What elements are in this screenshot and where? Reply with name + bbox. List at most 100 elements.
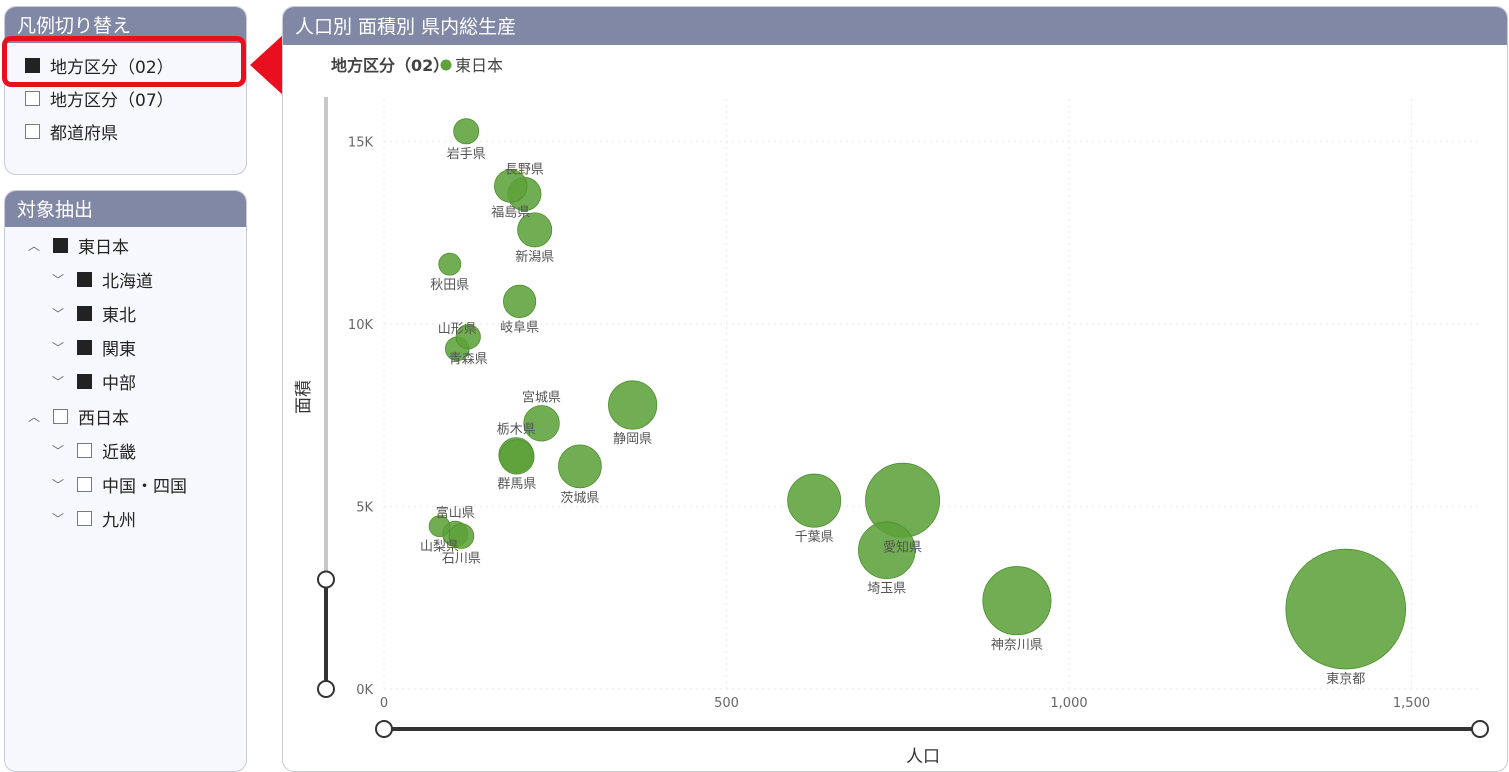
- filter-tree-item[interactable]: ﹀ 東北: [51, 301, 136, 326]
- checkbox-unchecked-icon[interactable]: [25, 123, 40, 139]
- bubble-point[interactable]: [503, 284, 537, 318]
- filter-tree-item[interactable]: ﹀ 関東: [51, 336, 136, 360]
- bubble-label: 群馬県: [497, 477, 536, 492]
- bubble-label: 山形県: [438, 322, 477, 337]
- filter-tree-label: 東日本: [78, 237, 129, 258]
- x-slider-handle-right[interactable]: [1471, 720, 1489, 738]
- bubble-point[interactable]: [428, 515, 451, 537]
- bubble-label: 静岡県: [613, 432, 652, 447]
- bubble-point[interactable]: [448, 523, 475, 549]
- checkbox-unchecked-icon[interactable]: [77, 476, 92, 492]
- scatter-chart: 地方区分（02） 東日本 0K 5K 10K 15K 0 500 1,000 1,500 人口 面積 岩…: [294, 56, 1489, 767]
- bubble-point[interactable]: [494, 169, 528, 203]
- bubble-point[interactable]: [858, 521, 916, 580]
- legend-option-label: 地方区分（02）: [50, 57, 174, 78]
- bubble-point[interactable]: [455, 324, 481, 350]
- y-tick-label: 10K: [348, 318, 374, 333]
- checkbox-unchecked-icon[interactable]: [77, 511, 92, 527]
- bubble-label: 岐阜県: [500, 320, 539, 336]
- filter-tree-item[interactable]: ︿ 西日本: [27, 404, 129, 429]
- bubble-point[interactable]: [523, 405, 560, 442]
- x-slider-handle-left[interactable]: [375, 720, 393, 738]
- filter-tree-label: 中部: [102, 374, 136, 395]
- chevron-down-icon[interactable]: ﹀: [51, 443, 64, 458]
- x-tick-label: 500: [714, 696, 739, 711]
- chart-panel: 人口別 面積別 県内総生産 地方区分（02） 東日本 0K 5K 10K 15K 0 500 1…: [282, 6, 1508, 772]
- y-axis-title: 面積: [294, 380, 314, 414]
- bubble-label: 石川県: [442, 552, 481, 567]
- x-tick-label: 1,000: [1050, 696, 1087, 711]
- checkbox-checked-icon[interactable]: [77, 374, 92, 390]
- chevron-down-icon[interactable]: ﹀: [51, 341, 64, 356]
- bubble-label: 岩手県: [447, 147, 486, 162]
- bubble-label: 栃木県: [497, 423, 536, 438]
- legend-option-label: 都道府県: [50, 123, 118, 144]
- bubble-label: 千葉県: [795, 530, 834, 545]
- highlight-box: [2, 36, 246, 87]
- filter-tree-label: 北海道: [102, 271, 153, 292]
- checkbox-unchecked-icon[interactable]: [53, 408, 68, 424]
- legend-switch-panel: 凡例切り替え 地方区分（02） 地方区分（07） 都道府県: [4, 6, 247, 175]
- legend-item: 東日本: [455, 56, 503, 75]
- bubble-point[interactable]: [1285, 548, 1407, 670]
- chevron-down-icon[interactable]: ﹀: [51, 512, 64, 527]
- bubble-label: 埼玉県: [867, 582, 906, 597]
- bubble-label: 茨城県: [560, 491, 599, 506]
- filter-tree-item[interactable]: ﹀ 中部: [51, 370, 136, 394]
- filter-tree-label: 近畿: [102, 442, 136, 463]
- bubble-label: 東京都: [1326, 671, 1365, 687]
- checkbox-checked-icon[interactable]: [77, 340, 92, 356]
- filter-tree-label: 中国・四国: [102, 476, 187, 497]
- x-axis-title: 人口: [906, 747, 940, 767]
- filter-tree-item[interactable]: ﹀ 九州: [51, 507, 136, 531]
- checkbox-checked-icon[interactable]: [25, 57, 40, 73]
- y-slider-handle-top[interactable]: [317, 570, 335, 589]
- chart-title: 人口別 面積別 県内総生産: [283, 7, 1507, 45]
- legend-title: 地方区分（02）: [331, 56, 449, 75]
- bubble-label: 富山県: [436, 505, 475, 521]
- checkbox-checked-icon[interactable]: [77, 305, 92, 321]
- filter-tree-label: 九州: [102, 511, 136, 532]
- x-tick-label: 1,500: [1393, 696, 1430, 711]
- bubble-point[interactable]: [982, 566, 1052, 636]
- filter-tree-item[interactable]: ︿ 東日本: [27, 233, 129, 258]
- chevron-up-icon[interactable]: ︿: [27, 409, 40, 424]
- checkbox-checked-icon[interactable]: [53, 237, 68, 253]
- bubble-label: 山梨県: [420, 540, 459, 555]
- bubble-point[interactable]: [499, 439, 535, 475]
- bubble-point[interactable]: [517, 212, 553, 248]
- legend-option-region-07[interactable]: 地方区分（07）: [25, 86, 174, 111]
- chevron-down-icon[interactable]: ﹀: [51, 375, 64, 390]
- filter-tree-item[interactable]: ﹀ 近畿: [51, 438, 136, 463]
- bubble-label: 新潟県: [515, 249, 554, 265]
- y-slider-handle-bottom[interactable]: [317, 680, 335, 698]
- legend-option-prefecture[interactable]: 都道府県: [25, 119, 118, 144]
- legend-option-label: 地方区分（07）: [50, 90, 174, 111]
- bubble-label: 長野県: [505, 162, 544, 177]
- chevron-down-icon[interactable]: ﹀: [51, 477, 64, 492]
- y-tick-label: 0K: [356, 683, 373, 698]
- bubble-point[interactable]: [453, 118, 480, 145]
- target-filter-title: 対象抽出: [5, 191, 246, 227]
- bubble-point[interactable]: [438, 252, 462, 276]
- checkbox-checked-icon[interactable]: [77, 271, 92, 287]
- checkbox-unchecked-icon[interactable]: [25, 90, 40, 106]
- bubble-label: 神奈川県: [991, 638, 1043, 653]
- legend-marker: [440, 59, 452, 71]
- bubble-label: 青森県: [449, 352, 488, 367]
- y-tick-label: 5K: [356, 501, 373, 516]
- bubble-point[interactable]: [787, 473, 842, 528]
- x-tick-label: 0: [380, 696, 388, 711]
- target-filter-panel: 対象抽出 ︿ 東日本 ﹀ 北海道 ﹀ 東北 ﹀ 関東 ﹀ 中部 ︿ 西日本 ﹀ 近畿 ﹀ 中国・四国 ﹀ 九州: [4, 190, 247, 772]
- bubble-point[interactable]: [608, 380, 658, 430]
- bubble-point[interactable]: [558, 444, 602, 489]
- legend-option-region-02[interactable]: 地方区分（02）: [25, 53, 174, 78]
- chevron-down-icon[interactable]: ﹀: [51, 272, 64, 287]
- filter-tree-item[interactable]: ﹀ 中国・四国: [51, 472, 187, 497]
- chevron-down-icon[interactable]: ﹀: [51, 306, 64, 321]
- filter-tree-item[interactable]: ﹀ 北海道: [51, 267, 153, 292]
- chevron-up-icon[interactable]: ︿: [27, 238, 40, 253]
- filter-tree-label: 関東: [102, 340, 136, 361]
- checkbox-unchecked-icon[interactable]: [77, 442, 92, 458]
- bubble-label: 秋田県: [430, 278, 469, 293]
